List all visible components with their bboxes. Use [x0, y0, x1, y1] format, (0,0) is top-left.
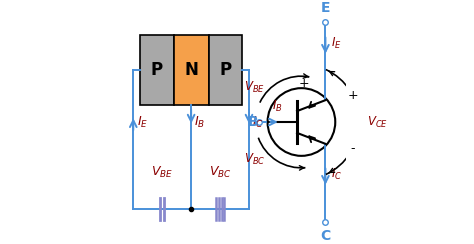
- Text: $V_{BE}$: $V_{BE}$: [151, 165, 173, 180]
- Text: $V_{BC}$: $V_{BC}$: [244, 152, 265, 167]
- Text: $I_C$: $I_C$: [331, 167, 342, 182]
- Text: $V_{BC}$: $V_{BC}$: [209, 165, 231, 180]
- Text: P: P: [151, 61, 163, 79]
- Bar: [209, 35, 243, 104]
- Text: -: -: [350, 142, 355, 155]
- Text: E: E: [321, 1, 330, 15]
- Text: C: C: [320, 229, 330, 243]
- Text: P: P: [219, 61, 232, 79]
- Text: $I_E$: $I_E$: [137, 114, 148, 130]
- Text: $I_B$: $I_B$: [272, 99, 283, 114]
- Text: B: B: [248, 115, 259, 129]
- Text: N: N: [184, 61, 198, 79]
- Text: $V_{CE}$: $V_{CE}$: [367, 114, 388, 130]
- Text: +: +: [347, 89, 358, 102]
- Text: $I_C$: $I_C$: [252, 114, 264, 130]
- Text: $V_{BE}$: $V_{BE}$: [244, 80, 265, 95]
- Text: +: +: [298, 77, 309, 90]
- Bar: [140, 35, 173, 104]
- Bar: [173, 35, 209, 104]
- Text: $I_B$: $I_B$: [194, 114, 206, 130]
- Text: $I_E$: $I_E$: [331, 36, 342, 51]
